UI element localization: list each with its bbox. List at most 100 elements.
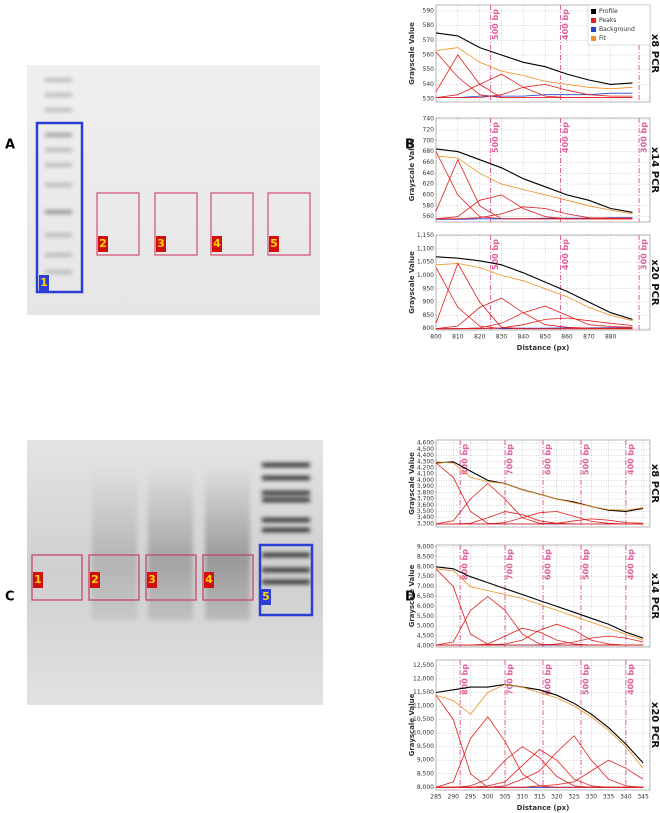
side-label: x14 PCR (649, 147, 660, 194)
lane-number-bg (90, 572, 100, 588)
y-tick-label: 10,000 (413, 730, 434, 737)
x-tick-label: 295 (465, 794, 477, 801)
y-tick-label: 4,400 (417, 452, 434, 459)
y-tick-label: 1,150 (417, 232, 434, 239)
y-tick-label: 530 (423, 96, 435, 103)
y-tick-label: 580 (423, 202, 435, 209)
legend-swatch (591, 36, 596, 41)
y-axis-label: Grayscale Value (408, 693, 416, 756)
y-tick-label: 3,700 (417, 496, 434, 503)
panel-label: D (405, 590, 416, 605)
x-tick-label: 310 (517, 794, 529, 801)
y-tick-label: 6,000 (417, 603, 434, 610)
y-tick-label: 3,900 (417, 483, 434, 490)
marker-label: 500 bp (491, 122, 500, 153)
x-tick-label: 860 (561, 334, 573, 341)
x-tick-label: 330 (586, 794, 598, 801)
x-tick-label: 810 (452, 334, 464, 341)
series-line (436, 92, 633, 98)
series-line (435, 461, 644, 511)
y-tick-label: 9,000 (417, 543, 434, 550)
y-tick-label: 8,500 (417, 553, 434, 560)
y-tick-label: 850 (423, 312, 435, 319)
marker-label: 500 bp (581, 664, 590, 695)
series-line (435, 297, 633, 330)
series-line (436, 206, 633, 220)
lane-number: 2 (99, 237, 107, 250)
y-tick-label: 950 (423, 285, 435, 292)
x-tick-label: 325 (568, 794, 580, 801)
series-line (435, 256, 633, 320)
marker-label: 500 bp (491, 9, 500, 40)
series-line (436, 518, 644, 525)
y-tick-label: 4,100 (417, 471, 434, 478)
y-tick-label: 4,200 (417, 464, 434, 471)
y-tick-label: 3,800 (417, 489, 434, 496)
y-tick-label: 8,000 (417, 563, 434, 570)
series-line (435, 32, 633, 85)
y-tick-label: 4,000 (417, 477, 434, 484)
side-label: x8 PCR (649, 464, 660, 504)
panel-label: B (405, 138, 415, 153)
lane-number: 5 (270, 237, 278, 250)
y-tick-label: 9,500 (417, 743, 434, 750)
lane-number: 2 (91, 573, 99, 586)
x-tick-label: 335 (603, 794, 615, 801)
series-line (435, 73, 633, 98)
y-tick-label: 11,000 (413, 703, 434, 710)
y-tick-label: 4,500 (417, 633, 434, 640)
y-tick-label: 580 (423, 22, 435, 29)
series-line (435, 262, 633, 330)
marker-label: 800 bp (461, 444, 470, 475)
series-line (435, 148, 633, 213)
legend-swatch (591, 9, 596, 14)
x-axis-label: Distance (px) (517, 804, 570, 812)
gel-image (27, 65, 320, 315)
lane-box (35, 121, 84, 294)
y-tick-label: 9,000 (417, 757, 434, 764)
plot-area (435, 117, 651, 223)
x-tick-label: 840 (518, 334, 530, 341)
lane-number-bg (212, 236, 222, 252)
y-axis-label: Grayscale Value (408, 564, 416, 627)
lane-number: 4 (213, 237, 221, 250)
y-tick-label: 4,300 (417, 458, 434, 465)
y-tick-label: 4,500 (417, 446, 434, 453)
y-tick-label: 12,000 (413, 675, 434, 682)
y-axis-label: Grayscale Value (408, 452, 416, 515)
gel-a (27, 65, 320, 315)
y-tick-label: 5,500 (417, 613, 434, 620)
y-tick-label: 800 (423, 325, 435, 332)
y-tick-label: 550 (423, 66, 435, 73)
lane-number: 3 (157, 237, 165, 250)
y-tick-label: 560 (423, 213, 435, 220)
marker-label: 500 bp (581, 549, 590, 580)
series-line (436, 635, 644, 646)
gel-c (27, 440, 323, 705)
marker-label: 400 bp (626, 549, 635, 580)
marker-label: 600 bp (544, 664, 553, 695)
side-label: x20 PCR (649, 702, 660, 749)
y-tick-label: 590 (423, 7, 435, 14)
x-tick-label: 870 (583, 334, 595, 341)
series-line (435, 47, 633, 90)
marker-label: 700 bp (506, 664, 515, 695)
lane-number-bg (33, 572, 43, 588)
x-tick-label: 830 (496, 334, 508, 341)
series-line (435, 683, 644, 764)
series-line (435, 155, 633, 215)
y-tick-label: 680 (423, 148, 435, 155)
x-tick-label: 300 (482, 794, 494, 801)
marker-label: 800 bp (461, 549, 470, 580)
x-tick-label: 320 (551, 794, 563, 801)
series-line (436, 305, 633, 330)
lane-number: 5 (262, 590, 270, 603)
lane-boxes (31, 554, 254, 601)
y-tick-label: 10,500 (413, 716, 434, 723)
lane-number-bg (147, 572, 157, 588)
lane-number: 1 (34, 573, 42, 586)
lane-number: 4 (205, 573, 213, 586)
y-tick-label: 6,500 (417, 593, 434, 600)
side-label: x14 PCR (649, 573, 660, 620)
